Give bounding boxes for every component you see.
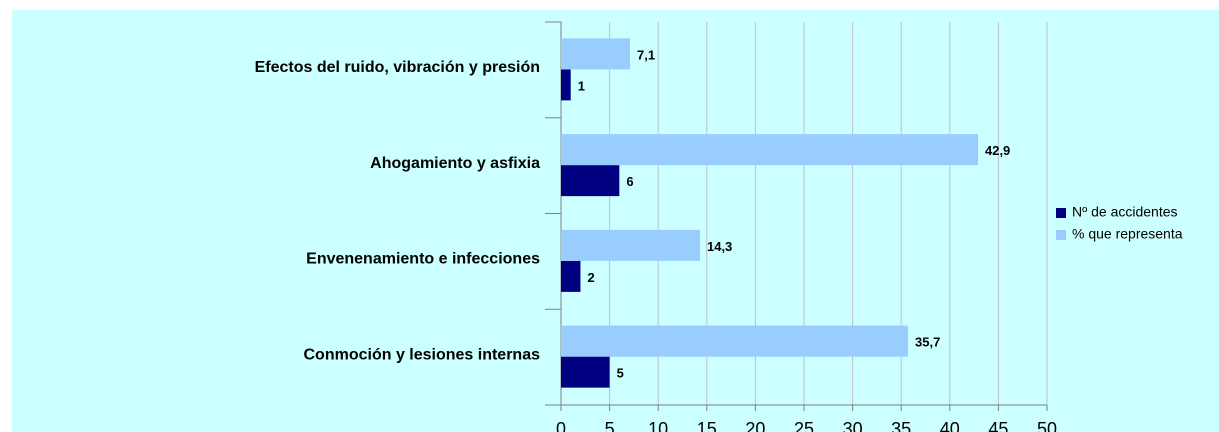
x-tick-label: 40 bbox=[940, 419, 960, 432]
value-label: 14,3 bbox=[707, 239, 732, 254]
legend-swatch bbox=[1056, 208, 1066, 218]
value-label: 1 bbox=[578, 78, 585, 93]
bar bbox=[561, 356, 610, 388]
category-label: Ahogamiento y asfixia bbox=[370, 155, 540, 172]
bar bbox=[561, 38, 631, 70]
value-label: 2 bbox=[587, 270, 594, 285]
x-tick-label: 15 bbox=[697, 419, 717, 432]
bar bbox=[561, 165, 620, 197]
value-label: 6 bbox=[626, 174, 633, 189]
bar bbox=[561, 229, 700, 261]
x-tick-label: 50 bbox=[1037, 419, 1057, 432]
x-tick-label: 0 bbox=[556, 419, 566, 432]
value-label: 7,1 bbox=[637, 47, 655, 62]
x-tick-label: 20 bbox=[745, 419, 765, 432]
x-tick-label: 5 bbox=[605, 419, 615, 432]
value-label: 42,9 bbox=[985, 143, 1010, 158]
value-label: 5 bbox=[617, 366, 624, 381]
bar bbox=[561, 69, 571, 101]
x-tick-label: 30 bbox=[843, 419, 863, 432]
category-label: Efectos del ruido, vibración y presión bbox=[255, 59, 540, 76]
category-label: Envenenamiento e infecciones bbox=[306, 251, 540, 268]
x-tick-label: 25 bbox=[794, 419, 814, 432]
bar bbox=[561, 325, 909, 357]
value-label: 35,7 bbox=[915, 335, 940, 350]
legend-label: % que representa bbox=[1072, 226, 1183, 242]
legend-swatch bbox=[1056, 230, 1066, 240]
x-tick-label: 10 bbox=[648, 419, 668, 432]
category-label: Conmoción y lesiones internas bbox=[304, 346, 541, 363]
bar bbox=[561, 260, 581, 292]
chart-background bbox=[12, 10, 1219, 432]
x-tick-label: 35 bbox=[891, 419, 911, 432]
legend-label: Nº de accidentes bbox=[1072, 204, 1178, 220]
x-tick-label: 45 bbox=[988, 419, 1008, 432]
bar bbox=[561, 134, 978, 166]
